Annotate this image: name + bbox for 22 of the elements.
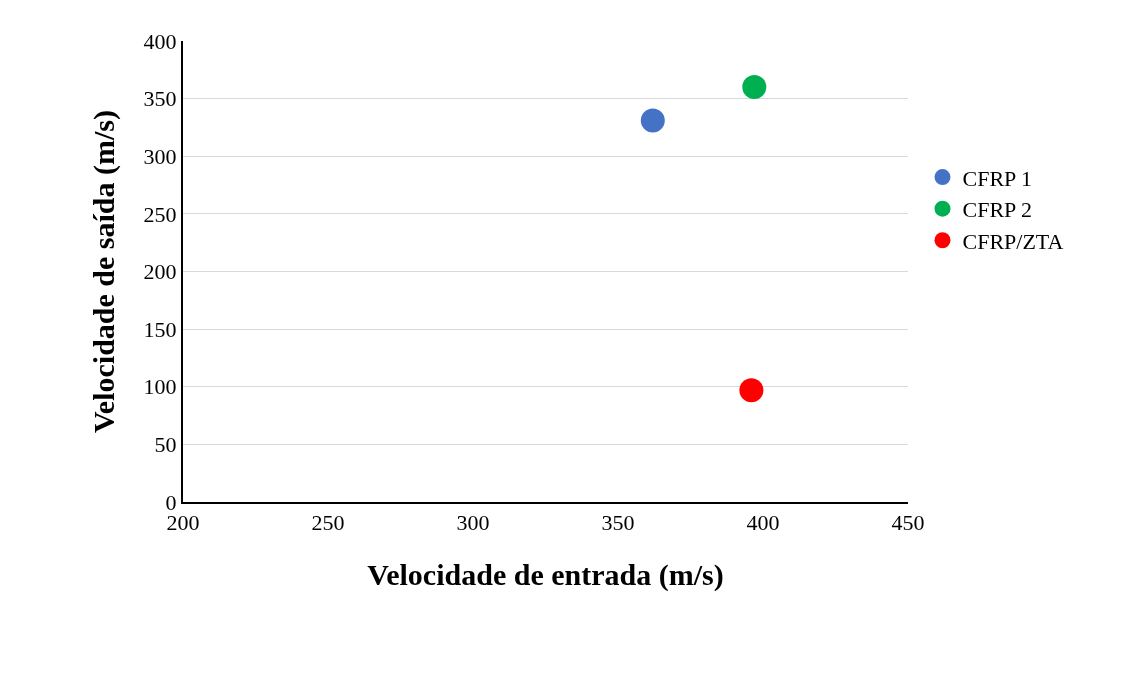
legend-label: CFRP/ZTA [962, 228, 1064, 254]
x-tick-label: 450 [891, 510, 925, 536]
y-axis-title: Velocidade de saída (m/s) [87, 109, 122, 434]
y-tick-label: 0 [165, 489, 177, 515]
point [640, 108, 665, 133]
x-axis-title: Velocidade de entrada (m/s) [367, 558, 724, 593]
y-tick-label: 150 [143, 316, 177, 342]
y-tick-label: 50 [154, 432, 177, 458]
legend-label: CFRP 2 [962, 197, 1033, 223]
y-tick-label: 200 [143, 259, 177, 285]
x-tick-label: 400 [746, 510, 780, 536]
x-tick-label: 350 [601, 510, 635, 536]
legend-label: CFRP 1 [962, 165, 1033, 191]
y-tick-label: 100 [143, 374, 177, 400]
point [739, 378, 764, 403]
y-tick-label: 250 [143, 201, 177, 227]
y-tick-label: 400 [143, 28, 177, 54]
y-tick-label: 350 [143, 86, 177, 112]
point [742, 75, 767, 100]
x-tick-label: 300 [456, 510, 490, 536]
x-tick-label: 250 [311, 510, 345, 536]
y-tick-label: 300 [143, 143, 177, 169]
